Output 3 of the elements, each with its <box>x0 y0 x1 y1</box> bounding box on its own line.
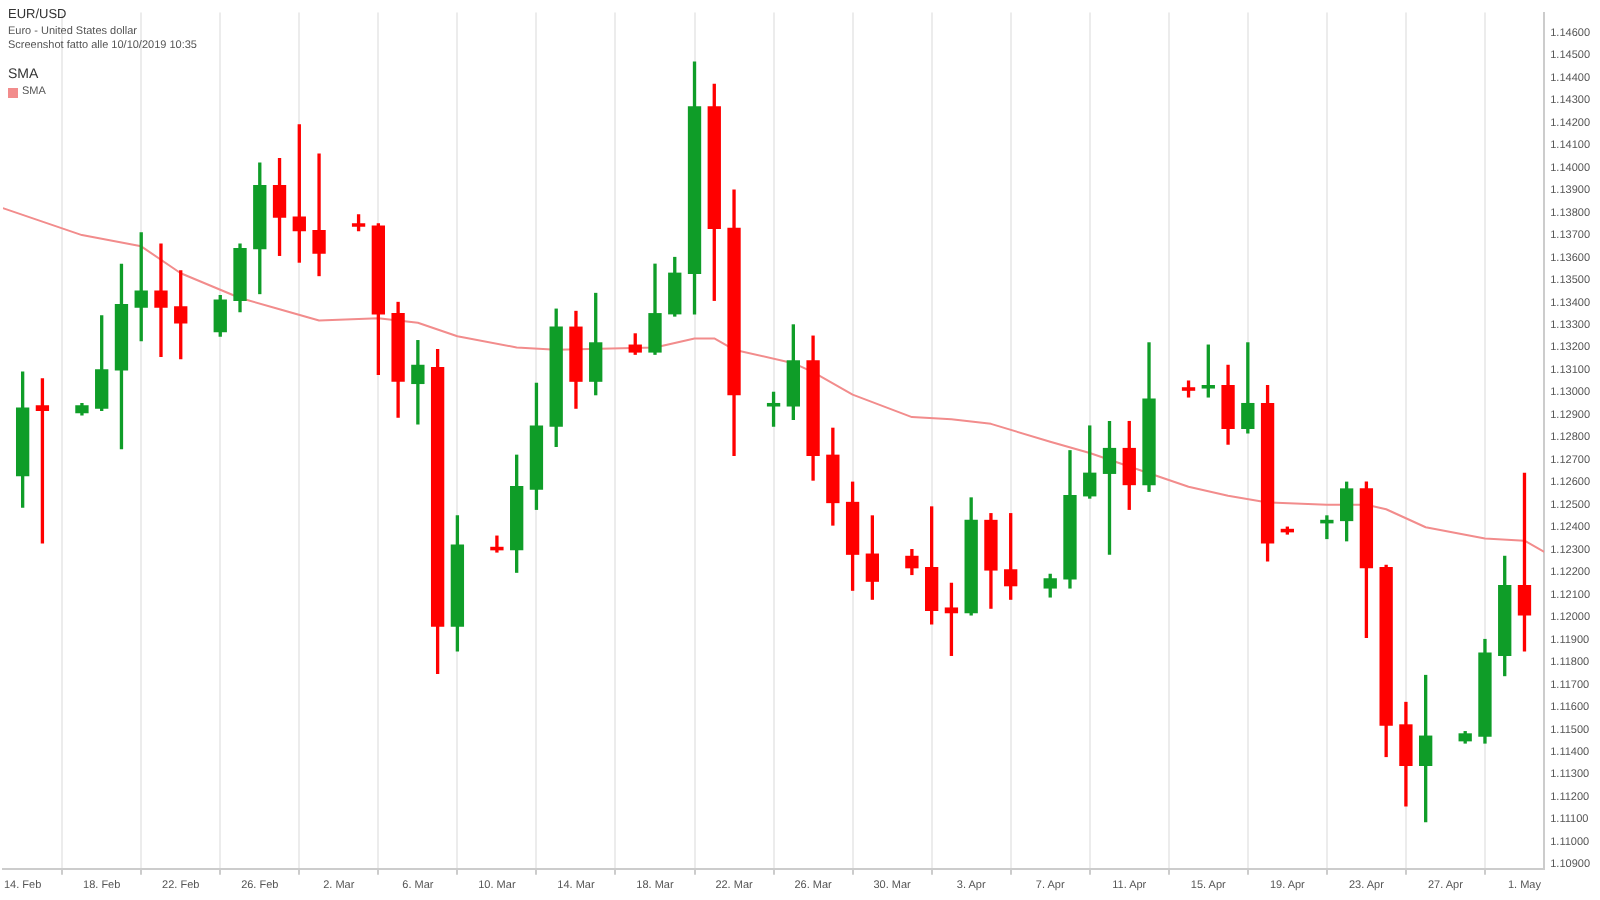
candlestick <box>312 153 326 277</box>
candlestick <box>154 243 168 358</box>
candlestick <box>411 340 425 425</box>
